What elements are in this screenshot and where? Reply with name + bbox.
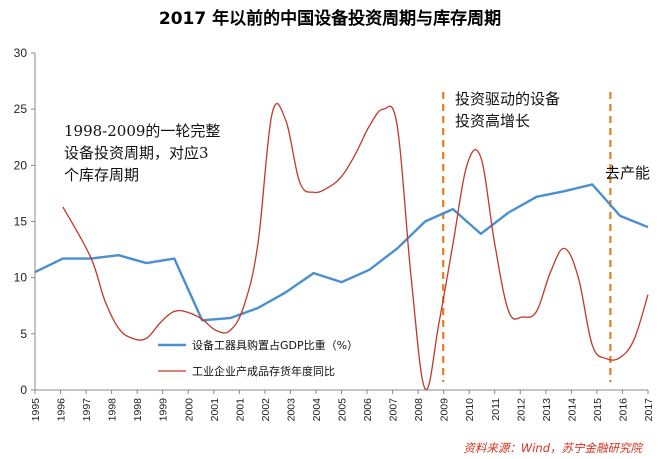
x-tick-label: 2001: [209, 398, 221, 422]
x-tick-label: 1999: [158, 398, 170, 422]
x-tick-labels: 1995 1996 1997 1998 1998 1999 2000 2001 2001 2002…: [30, 398, 655, 422]
x-tick-label: 2004: [311, 398, 323, 422]
series-lines: [34, 102, 649, 391]
x-tick-label: 1998: [132, 398, 144, 422]
x-tick-label: 2013: [541, 398, 553, 422]
x-tick-label: 2008: [413, 398, 425, 422]
annotation-cycle: 1998-2009的一轮完整 设备投资周期，对应3 个库存周期: [64, 122, 225, 184]
annotation-investment: 投资驱动的设备 投资高增长: [455, 90, 565, 130]
x-tick-label: 2015: [592, 398, 604, 422]
source-note: 资料来源：Wind，苏宁金融研究院: [463, 441, 643, 455]
y-tick-label: 10: [14, 271, 28, 285]
y-tick-labels: 0 5 10 15 20 25 30: [14, 46, 28, 397]
y-tick-label: 20: [14, 158, 28, 172]
annotation-capacity-cut: 去产能: [605, 164, 650, 182]
x-tick-label: 2016: [617, 398, 629, 422]
legend: 设备工器具购置占GDP比重（%） 工业企业产成品存货年度同比: [158, 338, 358, 378]
x-tick-label: 2003: [285, 398, 297, 422]
x-tick-label: 2014: [566, 398, 578, 422]
x-tick-label: 2007: [388, 398, 400, 422]
legend-label-equipment: 设备工器具购置占GDP比重（%）: [192, 338, 358, 352]
x-tick-label: 2005: [337, 398, 349, 422]
x-tick-label: 1996: [56, 398, 68, 422]
x-tick-label: 1997: [81, 398, 93, 422]
x-tick-label: 2001: [234, 398, 246, 422]
series-line-equipment: [34, 183, 649, 322]
annotations: 1998-2009的一轮完整 设备投资周期，对应3 个库存周期 投资驱动的设备 …: [64, 90, 650, 184]
y-tick-label: 5: [20, 327, 27, 341]
x-tick-label: 2002: [260, 398, 272, 422]
x-tick-label: 2017: [643, 398, 655, 422]
y-tick-label: 0: [20, 383, 27, 397]
axes: [31, 52, 649, 394]
x-tick-label: 2009: [439, 398, 451, 422]
x-tick-label: 2010: [464, 398, 476, 422]
legend-label-inventory: 工业企业产成品存货年度同比: [192, 364, 335, 378]
dashed-markers: [442, 92, 612, 382]
x-tick-label: 2012: [515, 398, 527, 422]
x-tick-label: 2006: [362, 398, 374, 422]
x-tick-label: 2000: [183, 398, 195, 422]
series-line-inventory: [62, 102, 649, 391]
y-tick-label: 25: [14, 102, 28, 116]
x-tick-label: 1998: [107, 398, 119, 422]
y-tick-label: 15: [14, 215, 28, 229]
x-tick-label: 2011: [490, 398, 502, 421]
x-tick-label: 1995: [30, 398, 42, 422]
y-tick-label: 30: [14, 46, 28, 60]
chart-title: 2017 年以前的中国设备投资周期与库存周期: [159, 8, 501, 29]
